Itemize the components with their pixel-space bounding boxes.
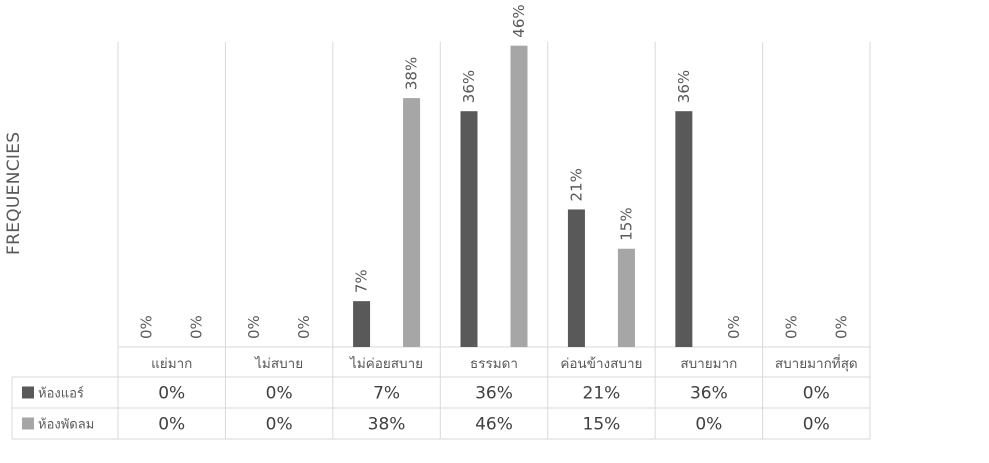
table-cell: 36%	[475, 384, 513, 404]
bar-aircon	[567, 209, 585, 347]
legend-key-aircon	[22, 386, 34, 399]
data-label: 21%	[567, 168, 585, 201]
table-cell: 15%	[583, 415, 621, 435]
category-label: ธรรมดา	[470, 356, 518, 372]
data-table: แย่มาก ไม่สบาย ไม่ค่อยสบาย ธรรมดา ค่อนข้างสบ…	[11, 354, 870, 440]
data-label: 0%	[188, 315, 206, 339]
y-axis-label: FREQUENCIES	[4, 131, 24, 255]
table-cell: 0%	[266, 415, 293, 435]
category-label: สบายมากที่สุด	[775, 354, 858, 372]
data-label: 36%	[675, 70, 693, 103]
category-label: สบายมาก	[680, 356, 737, 372]
bar-fan	[617, 248, 635, 347]
table-cell: 0%	[803, 415, 830, 435]
data-label: 0%	[138, 315, 156, 339]
bars-group	[353, 45, 693, 347]
data-label: 38%	[403, 57, 421, 90]
category-gridlines	[117, 42, 871, 439]
bar-aircon	[353, 301, 371, 347]
data-label: 7%	[353, 269, 371, 293]
legend-key-fan	[22, 417, 34, 430]
data-label: 0%	[295, 315, 313, 339]
data-label: 36%	[460, 70, 478, 103]
category-label: ไม่ค่อยสบาย	[349, 356, 423, 372]
data-label: 15%	[617, 207, 635, 240]
category-label: ไม่สบาย	[254, 356, 303, 372]
data-label: 0%	[245, 315, 263, 339]
table-cell: 7%	[373, 384, 400, 404]
category-label: แย่มาก	[151, 356, 192, 372]
table-cell: 38%	[368, 415, 406, 435]
table-cell: 0%	[158, 415, 185, 435]
data-label: 0%	[832, 315, 850, 339]
data-label: 46%	[510, 4, 528, 37]
bar-fan	[403, 98, 421, 347]
table-cell: 36%	[690, 384, 728, 404]
data-label: 0%	[782, 315, 800, 339]
category-label: ค่อนข้างสบาย	[560, 356, 642, 372]
table-cell: 21%	[583, 384, 621, 404]
table-cell: 0%	[266, 384, 293, 404]
bar-aircon	[460, 111, 478, 347]
table-cell: 0%	[695, 415, 722, 435]
table-cell: 46%	[475, 415, 513, 435]
bar-aircon	[675, 111, 693, 347]
series-name: ห้องแอร์	[38, 386, 84, 402]
table-cell: 0%	[803, 384, 830, 404]
bar-fan	[510, 45, 528, 347]
series-name: ห้องพัดลม	[38, 418, 94, 433]
data-label: 0%	[725, 315, 743, 339]
table-cell: 0%	[158, 384, 185, 404]
data-labels-group: 0% 0% 7% 36% 21% 36% 0% 0% 0% 38% 46% 15% 0% 0%	[138, 4, 851, 339]
